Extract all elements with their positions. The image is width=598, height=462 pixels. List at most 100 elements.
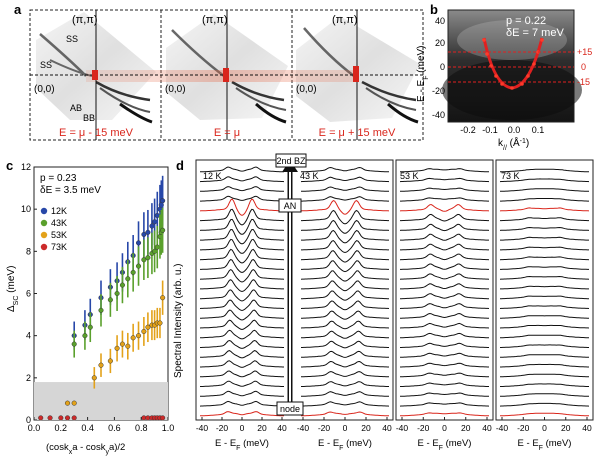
spectrum-curve (301, 411, 389, 417)
svg-text:20: 20 (435, 38, 445, 48)
b-xlabel: k// (Å-1) (498, 136, 529, 152)
d-xtick-label: -20 (417, 423, 430, 433)
panel-c: c 0 2 4 6 8 10 12 0.0 0.2 0.4 0.6 0.8 1.0 p = 0.23 δ… (6, 158, 174, 456)
c-ytick-label: 12 (21, 162, 31, 172)
marker-label-minus15: -15 (577, 77, 590, 87)
spectrum-curve (301, 330, 389, 339)
legend-label-73k: 73K (51, 242, 67, 252)
delta-e-label: δE = 7 meV (506, 27, 564, 39)
doping-label: p = 0.22 (506, 15, 546, 27)
b-yticks: 40 20 0 -20 -40 (432, 16, 445, 120)
spectrum-curve (499, 402, 590, 407)
spectrum-curve (301, 391, 389, 397)
spectrum-curve (400, 197, 489, 202)
spectrum-curve (301, 290, 389, 301)
data-point (71, 415, 77, 421)
d-xtick-label: 0 (240, 423, 245, 433)
origin-label: (0,0) (34, 84, 55, 95)
highlight-band (86, 70, 358, 82)
data-point (160, 295, 166, 301)
spectrum-curve (301, 209, 389, 225)
temperature-label: 73 K (501, 171, 520, 181)
data-point (114, 290, 120, 297)
d-xtick-label: 20 (257, 423, 267, 433)
c-xtick-label: 0.2 (55, 423, 68, 433)
spectrum-curve (300, 320, 390, 330)
spectrum-curve (301, 360, 389, 368)
data-point (160, 227, 166, 233)
spectrum-curve (301, 280, 389, 292)
c-xlabel: (coskxa - coskya)/2 (46, 442, 125, 456)
nodal-marker (92, 70, 98, 80)
energy-label-minus15: E = μ - 15 meV (59, 127, 134, 139)
data-point (119, 341, 125, 347)
spectrum-curve (199, 400, 285, 407)
data-point (149, 223, 155, 229)
spectrum-curve (301, 381, 389, 387)
spectrum-curve (199, 268, 285, 283)
data-point (91, 375, 97, 381)
spectrum-curve (200, 360, 284, 368)
c-xtick-label: 0.0 (28, 423, 41, 433)
data-point (71, 341, 77, 347)
nodal-marker (223, 68, 229, 82)
data-point (135, 263, 142, 269)
spectrum-curve (301, 310, 389, 320)
d-xtick-label: 40 (482, 423, 492, 433)
spectrum-curve (200, 238, 284, 254)
spectrum-curve (200, 166, 284, 173)
d-xtick-label: 20 (461, 423, 471, 433)
spectrum-curve (400, 187, 489, 192)
spectrum-curve (400, 243, 489, 251)
data-point (141, 231, 147, 238)
spectrum-curve (500, 412, 589, 417)
spectrum-curve (499, 305, 590, 309)
data-point (135, 333, 142, 339)
spectrum-curve (301, 229, 389, 244)
data-point (107, 297, 113, 303)
node-label: node (280, 404, 300, 414)
spectrum-curve (300, 401, 390, 407)
spectrum-curve (500, 363, 589, 368)
panel-a-letter: a (14, 2, 22, 17)
c-delta-e-label: δE = 3.5 meV (40, 185, 101, 196)
spectrum-curve (500, 383, 589, 387)
spectrum-curve (200, 279, 284, 293)
spectrum-curve (301, 340, 389, 349)
d-xtick-label: 20 (561, 423, 571, 433)
spectrum-curve (400, 283, 489, 290)
below-resolution-band (34, 382, 168, 420)
temperature-label: 43 K (300, 171, 319, 181)
c-ytick-label: 10 (21, 204, 31, 214)
pi-pi-label: (π,π) (202, 14, 228, 26)
spectrum-curve (200, 258, 284, 274)
data-point (145, 229, 151, 235)
d-xtick-label: -40 (196, 423, 209, 433)
data-point (71, 400, 77, 406)
spectrum-curve (399, 322, 490, 329)
spectrum-curve (300, 300, 390, 311)
d-xtick-label: -20 (318, 423, 331, 433)
data-point (130, 269, 136, 275)
spectrum-curve (499, 275, 590, 280)
data-point (154, 244, 160, 250)
svg-text:-20: -20 (432, 86, 445, 96)
spectrum-curve (499, 226, 590, 231)
spectrum-curve (500, 295, 589, 300)
spectrum-curve (499, 256, 590, 261)
spectrum-curve (400, 213, 489, 222)
d-xtick-label: 0 (442, 423, 447, 433)
ss-label: SS (66, 34, 78, 44)
spectrum-curve (500, 168, 589, 173)
spectrum-curve (399, 303, 490, 309)
d-xtick-label: 40 (277, 423, 287, 433)
spectrum-curve (200, 208, 284, 226)
d-xtick-label: 40 (382, 423, 392, 433)
arrow-top-label: 2nd BZ (276, 156, 306, 166)
legend-marker-53k (40, 231, 48, 239)
c-ytick-label: 8 (26, 246, 31, 256)
spectrum-curve (400, 312, 489, 319)
d-xtick-label: -20 (517, 423, 530, 433)
panel-c-letter: c (6, 158, 13, 173)
c-xtick-label: 0.8 (135, 423, 148, 433)
